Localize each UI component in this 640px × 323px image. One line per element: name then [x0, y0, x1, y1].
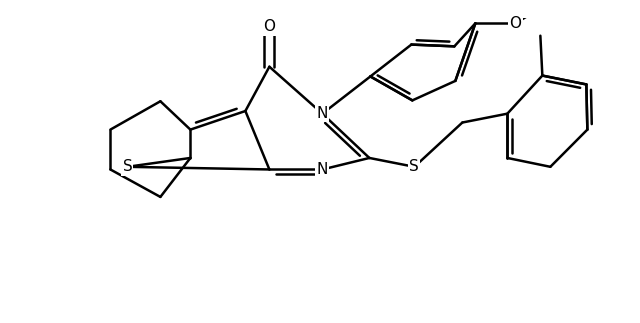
Text: O: O	[509, 16, 522, 31]
Text: S: S	[410, 159, 419, 174]
Text: O: O	[264, 19, 275, 34]
Text: N: N	[317, 106, 328, 121]
Text: N: N	[317, 162, 328, 177]
Text: S: S	[122, 159, 132, 174]
